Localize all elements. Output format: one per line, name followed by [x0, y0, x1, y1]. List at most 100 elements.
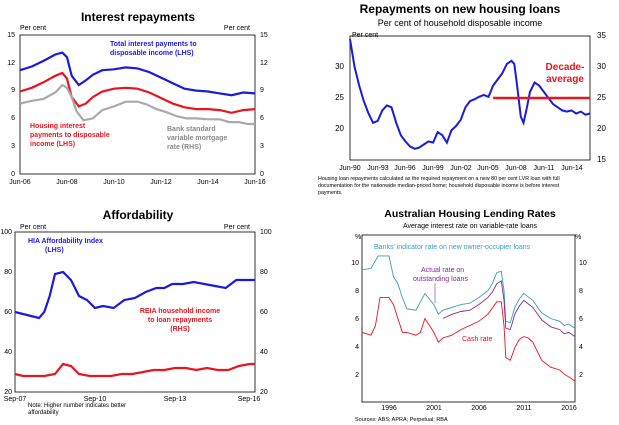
x-ticks: Jun-90 Jun-93 Jun-96 Jun-99 Jun-02 Jun-0…: [339, 165, 583, 172]
x-tick: Jun-99: [422, 165, 444, 172]
y-tick-right: 6: [579, 316, 583, 323]
x-tick: Jun-10: [103, 179, 125, 186]
chart-title: Interest repayments: [81, 10, 195, 24]
y-ticks-right: 15 20 25 30 35: [597, 31, 606, 164]
series-label: to loan repayments: [148, 317, 212, 324]
x-tick: 2016: [561, 405, 577, 412]
x-ticks: 1996 2001 2006 2011 2016: [381, 405, 577, 412]
chart-title: Affordability: [103, 208, 174, 222]
plot-frame: [19, 34, 256, 175]
series-label: REIA household income: [140, 308, 220, 315]
y-tick-left: 80: [4, 269, 12, 276]
series-label: Cash rate: [462, 336, 492, 343]
y-tick-right: 2: [579, 372, 583, 379]
right-unit-label: Per cent: [224, 25, 250, 32]
chart-housing-lending-rates: Australian Housing Lending Rates Average…: [351, 208, 587, 423]
y-tick-right: 25: [597, 93, 606, 102]
series-label: (LHS): [45, 247, 64, 254]
y-tick-left: 20: [335, 124, 344, 133]
series-label: outstanding loans: [413, 276, 468, 283]
y-tick-right: 8: [579, 288, 583, 295]
average-label: Decade-: [546, 62, 585, 73]
y-tick-right: 12: [260, 60, 268, 67]
x-tick: Sep-16: [238, 396, 261, 403]
chart-subtitle: Per cent of household disposable income: [378, 18, 543, 28]
series-label: Total interest payments to: [110, 41, 197, 48]
y-tick-right: 10: [579, 260, 587, 267]
plot-frame: [361, 234, 576, 403]
series-label: Banks' indicator rate on new owner-occup…: [374, 244, 531, 251]
series-label: Actual rate on: [421, 267, 464, 274]
y-tick-left: 2: [355, 372, 359, 379]
y-tick-left: 25: [335, 93, 344, 102]
series-line-total-interest: [19, 51, 256, 97]
y-tick-right: 4: [579, 344, 583, 351]
y-tick-left: 30: [335, 62, 344, 71]
y-tick-left: 60: [4, 309, 12, 316]
y-tick-left: 4: [355, 344, 359, 351]
left-unit-label: Per cent: [20, 25, 46, 32]
chart-title: Australian Housing Lending Rates: [384, 208, 556, 220]
x-tick: Jun-02: [450, 165, 472, 172]
y-tick-right: 40: [260, 349, 268, 356]
y-tick-left: 6: [11, 115, 15, 122]
series-line-repayments: [349, 38, 591, 150]
left-unit-label: Per cent: [20, 224, 46, 231]
series-label: payments to disposable: [30, 132, 110, 139]
series-label: HIA Affordability Index: [28, 238, 103, 245]
affordability-note: Note: Higher number indicates better aff…: [28, 403, 126, 417]
series-line-actual-rate: [442, 280, 576, 337]
y-ticks-right: 0 3 6 9 12 15: [260, 32, 268, 178]
y-tick-right: 15: [260, 32, 268, 39]
y-tick-right: 15: [597, 155, 606, 164]
left-unit-label: Per cent: [352, 32, 378, 39]
y-tick-right: 80: [260, 269, 268, 276]
y-tick-right: 35: [597, 31, 606, 40]
y-ticks-left: 20 25 30: [335, 62, 344, 133]
sources-note: Sources: ABS; APRA; Perpetual; RBA: [355, 417, 448, 423]
series-line-hia-index: [14, 270, 255, 320]
footnote-line: Housing loan repayments calculated as th…: [318, 176, 560, 182]
x-tick: 2001: [426, 405, 442, 412]
y-ticks-left: 2 4 6 8 10: [351, 260, 359, 379]
x-tick: Jun-11: [534, 165, 555, 172]
y-tick-left: 9: [11, 87, 15, 94]
series-label: Housing interest: [30, 123, 86, 130]
x-tick: Jun-93: [367, 165, 389, 172]
right-unit-label: %: [575, 234, 581, 241]
x-tick: 2006: [471, 405, 487, 412]
series-label: (RHS): [170, 326, 189, 333]
y-tick-left: 12: [7, 60, 15, 67]
series-line-reia: [14, 362, 255, 378]
y-ticks-right: 2 4 6 8 10: [579, 260, 587, 379]
y-ticks-left: 0 3 6 9 12 15: [7, 32, 15, 178]
y-tick-left: 6: [355, 316, 359, 323]
y-tick-left: 10: [351, 260, 359, 267]
x-tick: Sep-13: [164, 396, 187, 403]
chart-subtitle: Average interest rate on variable-rate l…: [403, 223, 538, 230]
x-tick: Jun-14: [561, 165, 583, 172]
left-unit-label: %: [355, 234, 361, 241]
series-label: disposable income (LHS): [110, 50, 194, 57]
y-tick-right: 3: [260, 143, 264, 150]
x-tick: Jun-08: [505, 165, 527, 172]
x-tick: Jun-14: [197, 179, 219, 186]
x-tick: Jun-96: [394, 165, 416, 172]
x-tick: Jun-16: [244, 179, 266, 186]
series-label: rate (RHS): [167, 144, 201, 151]
footnote-line: documentation for the nationwide median-…: [318, 183, 560, 189]
right-unit-label: Per cent: [224, 224, 250, 231]
y-tick-right: 20: [597, 124, 606, 133]
y-tick-right: 30: [597, 62, 606, 71]
series-line-mortgage-rate: [19, 83, 255, 126]
y-tick-left: 0: [11, 171, 15, 178]
y-tick-right: 60: [260, 309, 268, 316]
series-line-cash-rate: [361, 297, 576, 382]
y-tick-left: 100: [0, 229, 12, 236]
chart-affordability: Affordability Per cent Per cent 20 40 60…: [0, 208, 271, 403]
note-line: affordability: [28, 410, 59, 416]
series-label: income (LHS): [30, 141, 75, 148]
note-line: Note: Higher number indicates better: [28, 403, 127, 409]
y-tick-left: 8: [355, 288, 359, 295]
y-tick-right: 6: [260, 115, 264, 122]
